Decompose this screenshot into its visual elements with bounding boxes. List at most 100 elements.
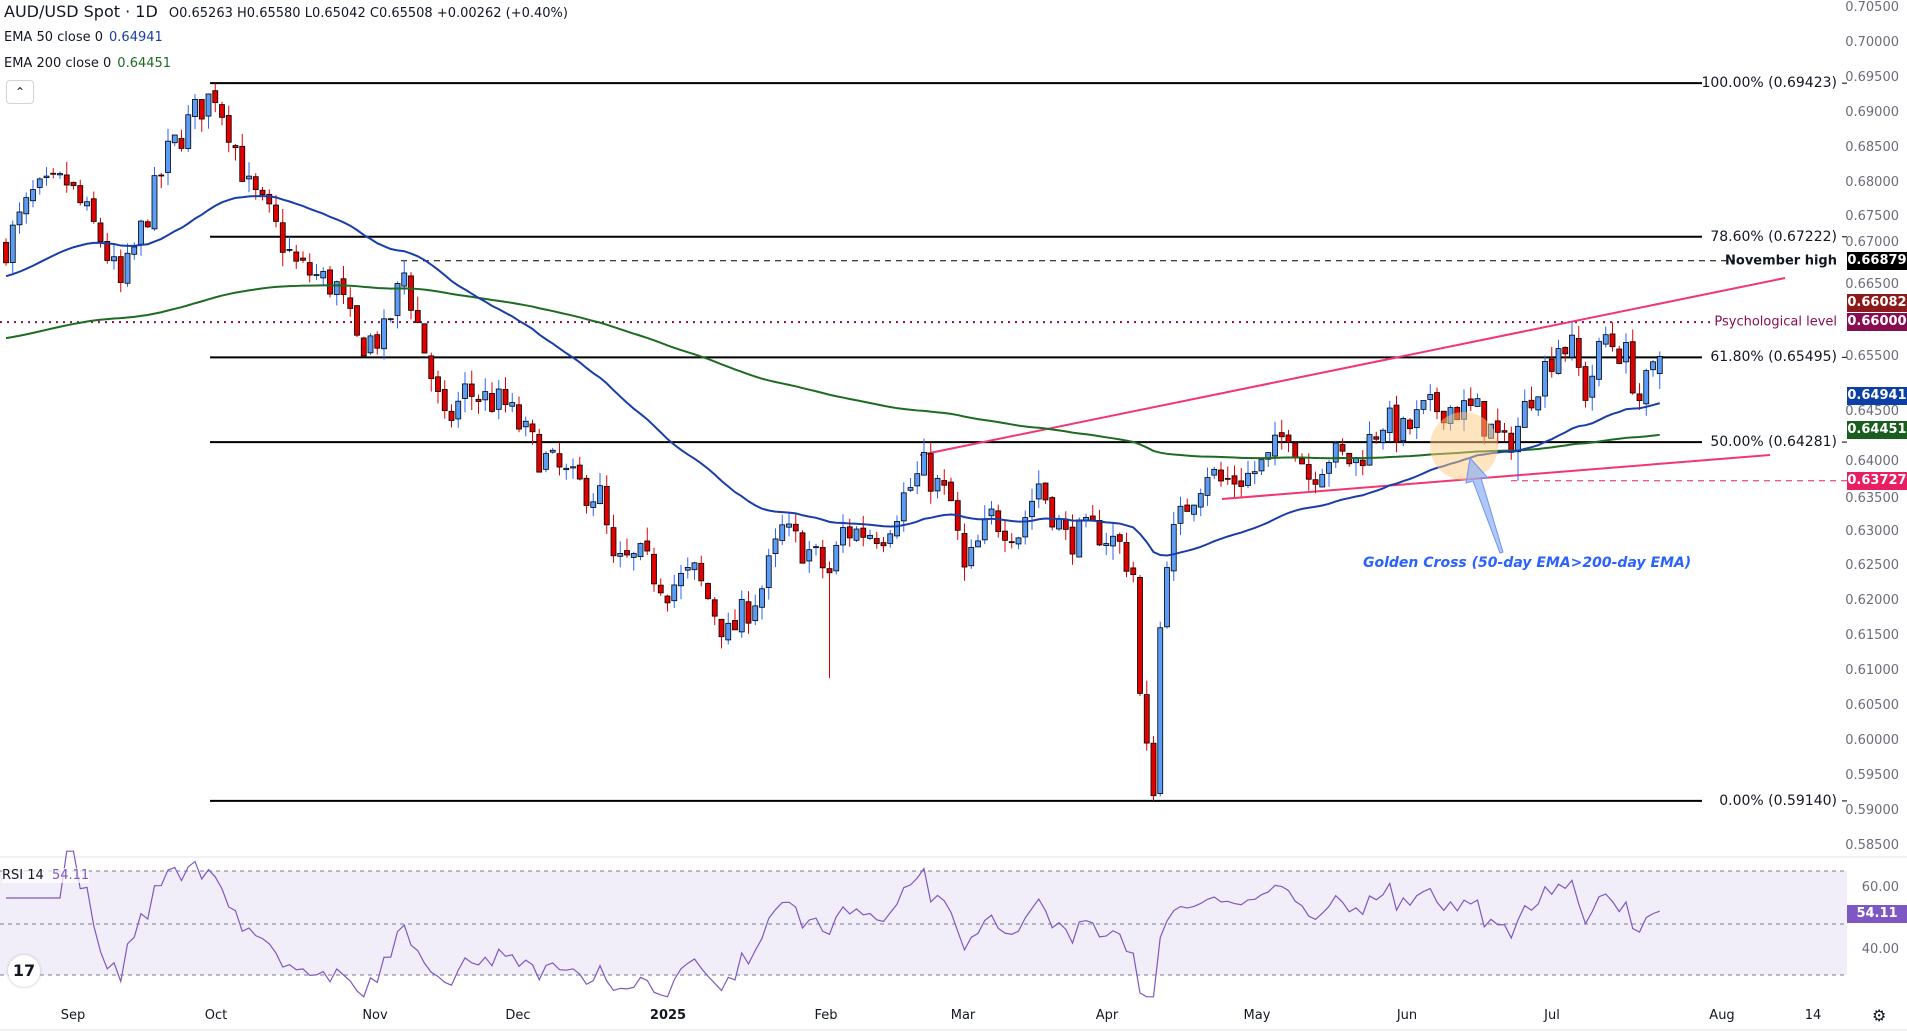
candle-body [192,98,198,118]
gear-icon[interactable]: ⚙ [1872,1006,1887,1025]
candle-body [1150,742,1157,797]
candle-body [873,538,880,544]
ema200-legend[interactable]: EMA 200 close 0 0.64451 [4,56,171,71]
candle-body [968,546,975,567]
candle-body [1407,419,1413,430]
candle-body [637,543,644,557]
candle-body [435,376,441,392]
ema200-line [5,284,1660,460]
lower-trendline [1221,454,1771,500]
time-axis-label: Mar [950,1008,976,1023]
candle-body [333,281,340,295]
candle-body [1427,394,1434,400]
candle-body [1467,398,1474,406]
candle-body [543,453,549,470]
candle-body [252,176,259,190]
price-axis-label: 0.70500 [1845,0,1899,15]
candle-body [1575,337,1582,368]
candle-body [941,480,948,486]
candle-body [1292,442,1299,458]
candle-body [1650,361,1656,371]
candle-body [786,523,792,528]
candle-body [495,388,502,410]
candle-body [1062,519,1069,530]
candle-body [1251,471,1258,475]
candle-body [597,485,603,505]
collapse-legend-button[interactable]: ⌃ [6,80,34,104]
candle-body [792,523,799,532]
candle-body [1285,434,1292,443]
candle-body [212,90,219,104]
candle-body [684,567,691,571]
ema50-legend[interactable]: EMA 50 close 0 0.64941 [4,30,163,45]
price-axis-label: 0.61000 [1845,663,1899,679]
candle-body [1528,399,1535,409]
candle-body [617,552,624,557]
candle-body [502,389,509,406]
candle-body [671,584,678,602]
candle-body [131,246,138,255]
rsi-legend[interactable]: RSI 14 54.11 [2,868,90,883]
candle-body [408,275,414,311]
candle-body [563,467,570,471]
candle-body [657,584,664,594]
candle-body [1211,468,1218,476]
price-tag: 0.66879 [1847,251,1907,270]
candle-body [921,451,927,476]
candle-body [1656,356,1663,374]
golden-cross-highlight [1430,412,1498,480]
candle-body [475,398,482,402]
price-axis-label: 0.69000 [1845,104,1899,120]
candle-body [1204,477,1211,496]
candle-body [340,278,347,295]
candle-body [725,622,732,641]
candle-body [529,423,536,433]
candle-body [374,334,381,349]
candle-body [556,453,563,468]
ema50-label: EMA 50 close 0 [4,30,104,45]
candle-body [1130,567,1137,576]
candles [3,83,1663,801]
candle-body [934,477,941,492]
candle-body [1143,694,1150,744]
close-value: 0.65508 [378,6,433,21]
candle-body [590,501,597,508]
candle-body [1400,418,1407,442]
candle-body [482,391,489,401]
candle-body [16,211,23,226]
low-label: L [304,6,312,21]
candle-body [1359,459,1366,467]
price-axis-label: 0.62500 [1845,558,1899,574]
candle-body [9,224,16,263]
candle-body [1191,504,1197,515]
candle-body [1380,429,1386,443]
candle-body [819,547,826,569]
candle-body [428,355,435,380]
price-tag: 0.66000 [1847,313,1907,332]
candle-body [165,140,171,173]
open-value: 0.65263 [179,6,233,21]
candle-body [1366,434,1373,466]
time-axis-label: Aug [1709,1008,1735,1023]
price-axis-label: 0.60000 [1845,732,1899,748]
candle-body [266,193,273,205]
candle-body [178,138,185,149]
candle-body [1218,469,1224,482]
price-axis-label: 0.61500 [1845,628,1899,644]
candle-body [97,222,104,243]
candle-body [1008,541,1015,544]
candle-body [1602,334,1609,345]
candle-body [549,449,556,453]
candle-body [624,550,630,556]
candle-body [171,134,178,144]
tradingview-logo[interactable]: 17 [8,955,40,987]
time-axis-label: 2025 [649,1008,687,1023]
candle-body [1305,464,1312,480]
candle-body [455,400,462,420]
candle-body [907,487,914,491]
candle-body [1123,542,1130,572]
november-high-label: November high [1725,253,1837,269]
candle-body [205,93,212,117]
candle-body [772,538,779,555]
